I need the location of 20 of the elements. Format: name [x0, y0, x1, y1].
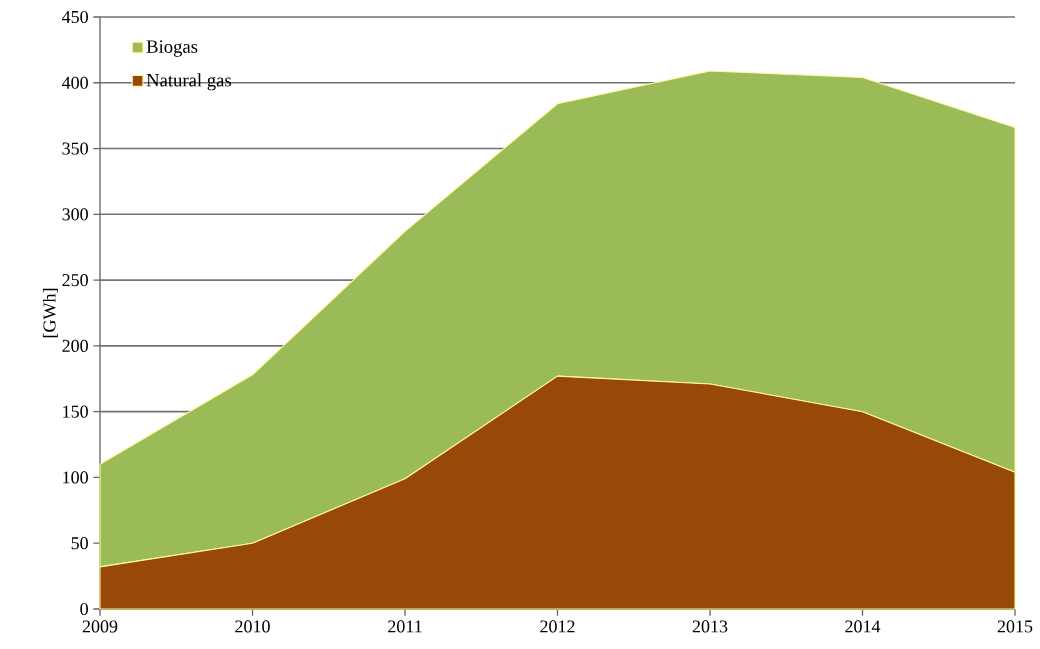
y-tick-label: 0 [80, 602, 88, 616]
x-tick-label: 2009 [82, 620, 118, 633]
x-tick-label: 2014 [845, 620, 881, 633]
y-tick-label: 250 [62, 274, 88, 287]
x-tick-label: 2013 [692, 620, 728, 633]
x-tick-label: 2012 [540, 620, 575, 633]
y-tick-label: 100 [63, 471, 88, 484]
y-tick-label: 150 [63, 405, 88, 418]
y-axis-title: [GWh] [42, 288, 58, 338]
legend-label: Natural gas [146, 73, 231, 91]
x-tick-label: 2015 [997, 620, 1033, 633]
y-tick-label: 450 [62, 10, 88, 24]
y-tick-label: 400 [62, 76, 88, 89]
x-tick-label: 2010 [235, 620, 270, 633]
y-tick-label: 50 [71, 537, 88, 550]
y-tick-label: 200 [62, 339, 88, 352]
x-tick-label: 2011 [388, 620, 422, 633]
y-tick-label: 350 [62, 142, 88, 155]
legend-label: Biogas [146, 40, 198, 57]
y-tick-label: 300 [62, 208, 88, 221]
